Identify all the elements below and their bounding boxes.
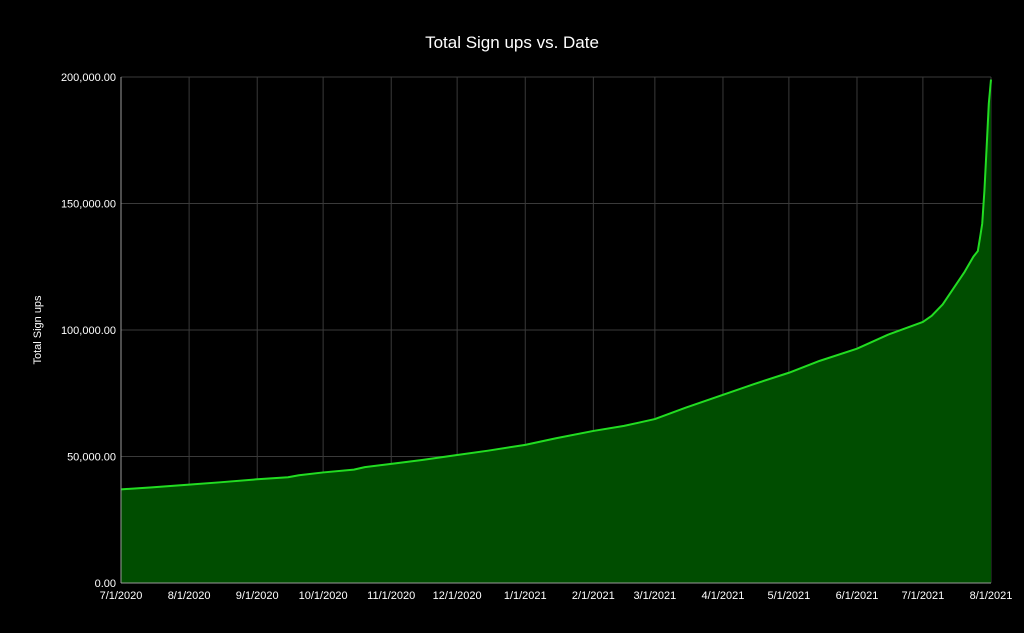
y-axis-label: Total Sign ups [32,295,44,365]
x-tick-label: 8/1/2020 [168,590,211,602]
x-tick-label: 6/1/2021 [836,590,879,602]
x-tick-labels: 7/1/2020 8/1/2020 9/1/2020 10/1/2020 11/1/20… [100,590,1013,602]
x-tick-label: 12/1/2020 [433,590,482,602]
x-tick-label: 7/1/2020 [100,590,143,602]
chart-title: Total Sign ups vs. Date [425,33,599,52]
area-layer [120,79,992,583]
x-tick-label: 4/1/2021 [702,590,745,602]
series-area [121,79,991,583]
x-tick-label: 10/1/2020 [299,590,348,602]
y-tick-label: 150,000.00 [61,199,116,211]
x-tick-label: 9/1/2020 [236,590,279,602]
x-tick-label: 1/1/2021 [504,590,547,602]
x-tick-label: 2/1/2021 [572,590,615,602]
x-tick-label: 7/1/2021 [901,590,944,602]
y-tick-label: 50,000.00 [67,452,116,464]
x-tick-label: 8/1/2021 [970,590,1013,602]
axes [120,77,991,584]
y-tick-label: 100,000.00 [61,325,116,337]
x-tick-label: 11/1/2020 [367,590,415,602]
y-tick-label: 200,000.00 [61,72,116,84]
y-tick-labels: 0.00 50,000.00 100,000.00 150,000.00 200,000… [61,72,116,590]
x-tick-label: 5/1/2021 [767,590,810,602]
x-tick-label: 3/1/2021 [633,590,676,602]
series-line [120,79,992,491]
y-tick-label: 0.00 [95,578,116,590]
